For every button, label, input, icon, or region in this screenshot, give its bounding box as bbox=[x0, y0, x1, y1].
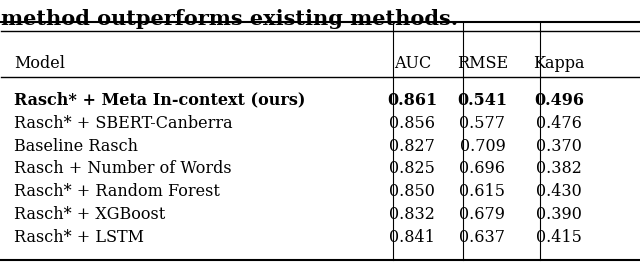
Text: 0.577: 0.577 bbox=[460, 115, 506, 132]
Text: Model: Model bbox=[14, 55, 65, 72]
Text: 0.476: 0.476 bbox=[536, 115, 582, 132]
Text: method outperforms existing methods.: method outperforms existing methods. bbox=[1, 9, 458, 29]
Text: 0.679: 0.679 bbox=[460, 206, 506, 223]
Text: 0.861: 0.861 bbox=[387, 92, 438, 109]
Text: Baseline Rasch: Baseline Rasch bbox=[14, 138, 138, 155]
Text: 0.637: 0.637 bbox=[460, 229, 506, 246]
Text: 0.841: 0.841 bbox=[390, 229, 435, 246]
Text: Rasch* + SBERT-Canberra: Rasch* + SBERT-Canberra bbox=[14, 115, 233, 132]
Text: RMSE: RMSE bbox=[457, 55, 508, 72]
Text: 0.390: 0.390 bbox=[536, 206, 582, 223]
Text: 0.856: 0.856 bbox=[389, 115, 435, 132]
Text: Kappa: Kappa bbox=[533, 55, 585, 72]
Text: 0.496: 0.496 bbox=[534, 92, 584, 109]
Text: 0.430: 0.430 bbox=[536, 183, 582, 200]
Text: 0.832: 0.832 bbox=[390, 206, 435, 223]
Text: 0.827: 0.827 bbox=[390, 138, 435, 155]
Text: Rasch* + LSTM: Rasch* + LSTM bbox=[14, 229, 144, 246]
Text: 0.541: 0.541 bbox=[458, 92, 508, 109]
Text: 0.370: 0.370 bbox=[536, 138, 582, 155]
Text: 0.850: 0.850 bbox=[390, 183, 435, 200]
Text: AUC: AUC bbox=[394, 55, 431, 72]
Text: Rasch* + Meta In-context (ours): Rasch* + Meta In-context (ours) bbox=[14, 92, 305, 109]
Text: 0.382: 0.382 bbox=[536, 160, 582, 178]
Text: 0.696: 0.696 bbox=[460, 160, 506, 178]
Text: Rasch* + XGBoost: Rasch* + XGBoost bbox=[14, 206, 165, 223]
Text: 0.615: 0.615 bbox=[460, 183, 506, 200]
Text: 0.709: 0.709 bbox=[460, 138, 506, 155]
Text: Rasch + Number of Words: Rasch + Number of Words bbox=[14, 160, 232, 178]
Text: Rasch* + Random Forest: Rasch* + Random Forest bbox=[14, 183, 220, 200]
Text: 0.415: 0.415 bbox=[536, 229, 582, 246]
Text: 0.825: 0.825 bbox=[390, 160, 435, 178]
